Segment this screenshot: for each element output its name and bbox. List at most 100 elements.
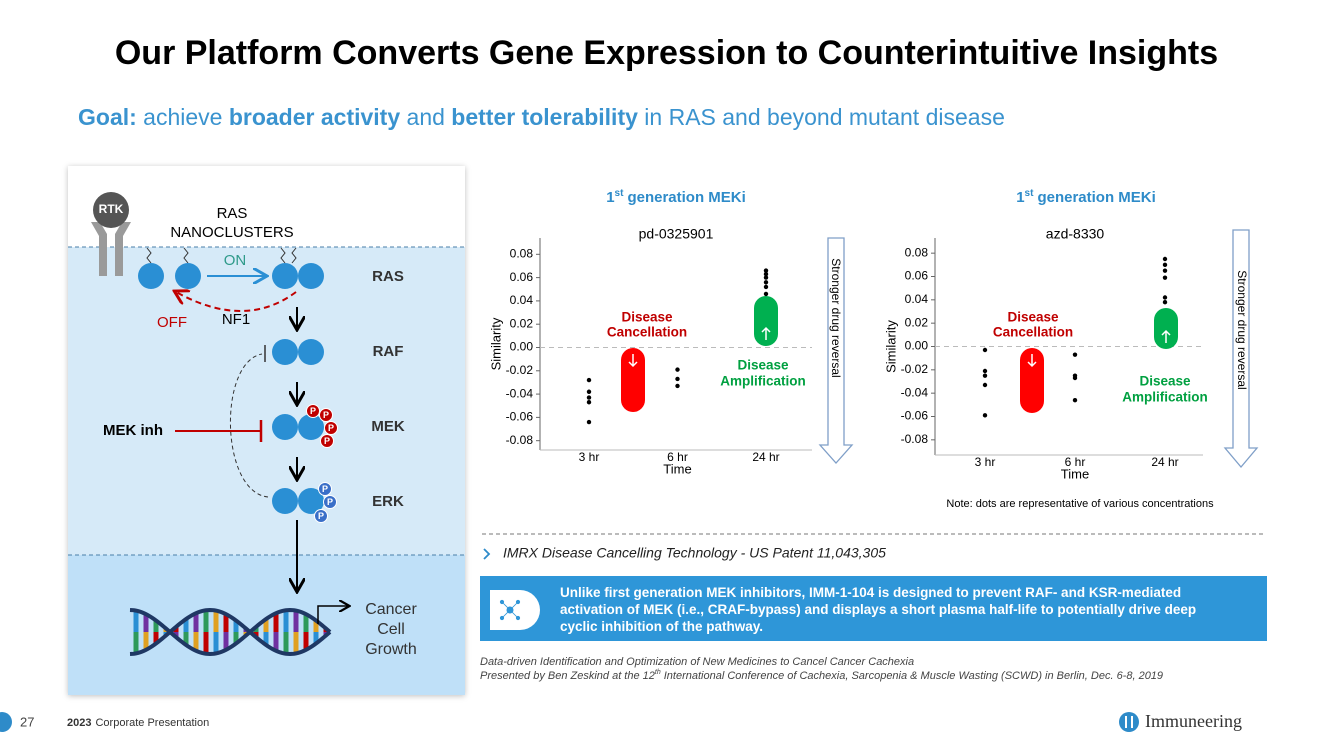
protein	[298, 339, 324, 365]
icon-glyph	[499, 599, 521, 621]
y-tick-label: -0.06	[901, 409, 929, 423]
dot	[675, 376, 680, 382]
dna	[129, 607, 332, 657]
cancellation-pill	[1020, 348, 1044, 413]
anchor	[146, 247, 297, 264]
nf1-label: NF1	[222, 311, 250, 328]
amplification-pill-arrow	[761, 326, 771, 340]
level-label: RAS	[372, 268, 404, 285]
brand: Immuneering	[1145, 711, 1242, 731]
phosphate	[314, 509, 328, 523]
chevron	[483, 548, 491, 560]
dot	[982, 347, 988, 353]
protein	[272, 488, 298, 514]
base-pair	[203, 610, 209, 632]
dot	[586, 389, 592, 394]
base-pair	[263, 619, 269, 632]
dot	[1162, 299, 1168, 305]
base-pair	[283, 610, 289, 632]
protein	[272, 339, 298, 365]
cancellation-pill	[621, 348, 645, 412]
charts: 1st generation MEKipd-0325901-0.08-0.06-0…	[488, 188, 1259, 481]
chart: 1st generation MEKi pd-0325901 -0.08 -0.06 -0…	[488, 188, 854, 476]
base-pair	[223, 614, 229, 632]
base-pair	[213, 610, 219, 632]
cancellation-pill-arrow	[628, 354, 638, 368]
cancellation-label: Disease	[1007, 310, 1059, 325]
outcome-label: Growth	[365, 641, 417, 658]
amplification-pill-arrow	[1161, 329, 1171, 343]
dot	[1072, 375, 1078, 381]
page-dot	[0, 712, 12, 732]
y-tick-label: 0.02	[905, 315, 929, 329]
phosphate	[318, 482, 332, 496]
footer-label: 2023 Corporate Presentation	[67, 717, 209, 729]
cytoplasm	[68, 247, 465, 555]
phosphate	[319, 408, 333, 422]
base-pair	[293, 632, 299, 654]
x-tick-label: 6 hr	[667, 450, 688, 464]
dot	[586, 419, 592, 425]
chart-heading: 1st generation MEKi	[1016, 188, 1156, 206]
dot	[763, 280, 769, 285]
dot	[982, 413, 988, 418]
reversal-arrow	[1223, 229, 1259, 469]
phosphate-label: P	[324, 436, 330, 446]
level-label: MEK	[371, 418, 405, 435]
base-pair	[283, 632, 289, 654]
cancellation-label: Cancellation	[993, 325, 1073, 340]
protein	[298, 414, 324, 440]
base-pair	[233, 620, 239, 632]
footer-year: 2023	[67, 717, 91, 729]
off-arrow	[176, 292, 297, 312]
heading-sup: st	[1025, 188, 1035, 199]
y-tick-label: 0.06	[905, 269, 929, 283]
y-tick-label: -0.02	[506, 363, 534, 377]
logo-mark	[1119, 712, 1139, 732]
x-tick-label: 6 hr	[1065, 455, 1086, 469]
base-pair	[313, 632, 319, 644]
y-tick-label: 0.08	[510, 246, 534, 260]
citation-sup: th	[655, 669, 661, 676]
heading-part: generation MEKi	[627, 189, 745, 206]
heading-part: generation MEKi	[1037, 189, 1155, 206]
nanocluster-label: RAS	[217, 205, 248, 222]
amplification-label: Amplification	[720, 374, 806, 389]
base-pair	[223, 632, 229, 650]
rtk-label: RTK	[99, 202, 124, 216]
base-pair	[273, 613, 279, 632]
footer-text: Corporate Presentation	[95, 717, 209, 729]
reversal-label: Stronger drug reversal	[1235, 270, 1249, 389]
strand	[129, 607, 332, 657]
base-pair	[153, 620, 159, 632]
cancellation-label: Disease	[621, 310, 673, 325]
phosphate	[324, 421, 338, 435]
dot	[763, 271, 769, 277]
goal-emphasis: broader activity	[228, 104, 401, 130]
dot	[1162, 268, 1168, 273]
phosphate-label: P	[323, 410, 329, 420]
outcome-label: Cell	[377, 621, 405, 638]
base-pair	[293, 610, 299, 632]
dot	[763, 275, 769, 280]
dot	[586, 400, 592, 405]
y-tick-label: 0.08	[905, 245, 929, 259]
base-pair	[213, 632, 219, 654]
base-pair	[153, 632, 159, 644]
amplification-pill	[754, 296, 778, 346]
feedback	[229, 353, 269, 498]
base-pair	[143, 614, 149, 632]
phosphate	[306, 404, 320, 418]
base-pair	[233, 632, 239, 644]
phosphate-label: P	[327, 497, 333, 507]
y-tick-label: -0.08	[506, 433, 534, 447]
receptor	[91, 222, 107, 276]
amplification-label: Disease	[737, 358, 789, 373]
base-pair	[133, 610, 139, 632]
dot	[586, 377, 592, 383]
dot	[1162, 275, 1168, 280]
y-tick-label: 0.06	[510, 270, 534, 284]
dot	[763, 284, 769, 290]
protein	[272, 263, 298, 289]
